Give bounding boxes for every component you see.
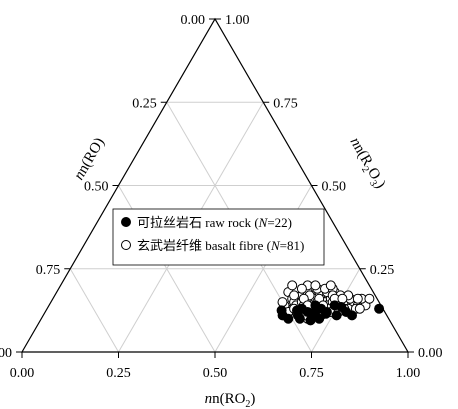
point-basalt-fibre bbox=[364, 293, 375, 304]
point-basalt-fibre bbox=[325, 280, 336, 291]
tick-label-right: 0.50 bbox=[322, 180, 347, 195]
tick-label-bottom: 0.25 bbox=[106, 366, 131, 381]
point-raw-rock bbox=[283, 313, 294, 324]
tick-label-right: 0.25 bbox=[370, 263, 395, 278]
tick-label-left: 0.00 bbox=[181, 13, 206, 28]
tick-labels: 0.00 0.00 1.00 0.25 0.25 0.75 0.50 0.50 0.50 0.75… bbox=[0, 13, 443, 381]
tick-label-bottom: 0.75 bbox=[299, 366, 324, 381]
point-basalt-fibre bbox=[277, 297, 288, 308]
point-raw-rock bbox=[347, 310, 357, 321]
point-raw-rock bbox=[305, 315, 316, 326]
axis-title-bottom: nn(RO2) bbox=[205, 391, 256, 409]
point-raw-rock bbox=[294, 313, 305, 324]
tick-label-bottom: 0.50 bbox=[203, 366, 228, 381]
grid-line bbox=[69, 268, 119, 353]
point-basalt-fibre bbox=[289, 290, 300, 301]
tick-label-right: 1.00 bbox=[225, 13, 250, 28]
data-points bbox=[276, 280, 385, 326]
point-raw-rock bbox=[321, 308, 331, 319]
legend-label-raw-rock: 可拉丝岩石 raw rock (N=22) bbox=[137, 215, 292, 230]
legend-label-basalt-fibre: 玄武岩纤维 basalt fibre (N=81) bbox=[137, 238, 304, 253]
point-basalt-fibre bbox=[354, 303, 365, 314]
point-raw-rock bbox=[276, 305, 287, 316]
tick-label-left: 0.25 bbox=[132, 96, 157, 111]
point-raw-rock bbox=[374, 303, 385, 314]
tick-marks bbox=[16, 18, 414, 358]
point-raw-rock bbox=[311, 305, 322, 316]
point-raw-rock bbox=[331, 310, 342, 321]
legend: 可拉丝岩石 raw rock (N=22) 玄武岩纤维 basalt fibre… bbox=[112, 208, 325, 266]
tick-label-left: 0.50 bbox=[84, 180, 109, 195]
legend-marker-raw-rock bbox=[121, 217, 131, 227]
point-basalt-fibre bbox=[337, 293, 348, 304]
point-basalt-fibre bbox=[352, 293, 363, 304]
legend-box bbox=[112, 208, 325, 266]
tick-label-right: 0.75 bbox=[273, 96, 298, 111]
tick-label-right: 0.00 bbox=[418, 346, 443, 361]
legend-marker-basalt-fibre bbox=[121, 240, 131, 250]
tick-label-left: 1.00 bbox=[0, 346, 12, 361]
axis-title-right: nn(R2O3) bbox=[344, 135, 388, 193]
point-raw-rock bbox=[336, 302, 347, 312]
point-basalt-fibre bbox=[287, 280, 298, 291]
point-raw-rock bbox=[292, 305, 302, 316]
tick-label-bottom: 0.00 bbox=[10, 366, 35, 381]
tick-label-left: 0.75 bbox=[36, 263, 61, 278]
point-basalt-fibre bbox=[310, 280, 321, 291]
tick-label-bottom: 1.00 bbox=[396, 366, 421, 381]
point-basalt-fibre bbox=[296, 283, 307, 294]
axis-title-left: nn(RO) bbox=[71, 135, 108, 183]
